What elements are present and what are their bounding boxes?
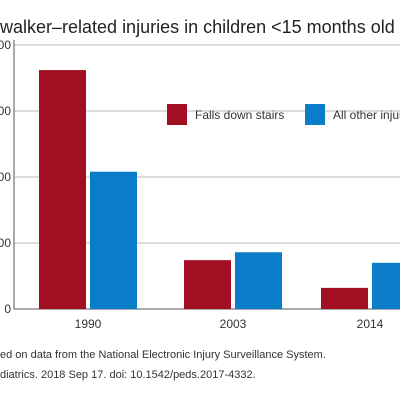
source-line-1: ed on data from the National Electronic … xyxy=(0,349,326,361)
legend-swatch-falls-down-stairs xyxy=(167,104,187,125)
bar-all-other-injuries-1990 xyxy=(90,171,137,309)
source-line-2: diatrics. 2018 Sep 17. doi: 10.1542/peds… xyxy=(0,369,256,381)
x-tick-label: 2014 xyxy=(357,317,384,331)
legend-swatch-all-other-injuries xyxy=(305,104,325,125)
y-tick-label: 00 xyxy=(0,236,11,250)
chart-title-area: walker–related injuries in children <15 … xyxy=(0,0,400,50)
y-tick-label: 0 xyxy=(4,302,11,316)
y-tick-label: 00 xyxy=(0,38,11,52)
legend-label-all-other-injuries: All other injuries xyxy=(333,108,400,122)
bar-falls-down-stairs-1990 xyxy=(39,70,86,309)
x-tick-label: 1990 xyxy=(75,317,102,331)
legend-label-falls-down-stairs: Falls down stairs xyxy=(195,108,284,122)
bar-all-other-injuries-2014 xyxy=(372,262,400,309)
bar-all-other-injuries-2003 xyxy=(235,252,282,309)
y-tick-label: 00 xyxy=(0,104,11,118)
chart-title: walker–related injuries in children <15 … xyxy=(0,17,395,37)
bar-falls-down-stairs-2003 xyxy=(184,260,231,309)
x-tick-label: 2003 xyxy=(220,317,247,331)
source-note: ed on data from the National Electronic … xyxy=(0,345,400,395)
y-tick-label: 00 xyxy=(0,170,11,184)
bar-falls-down-stairs-2014 xyxy=(321,287,368,309)
